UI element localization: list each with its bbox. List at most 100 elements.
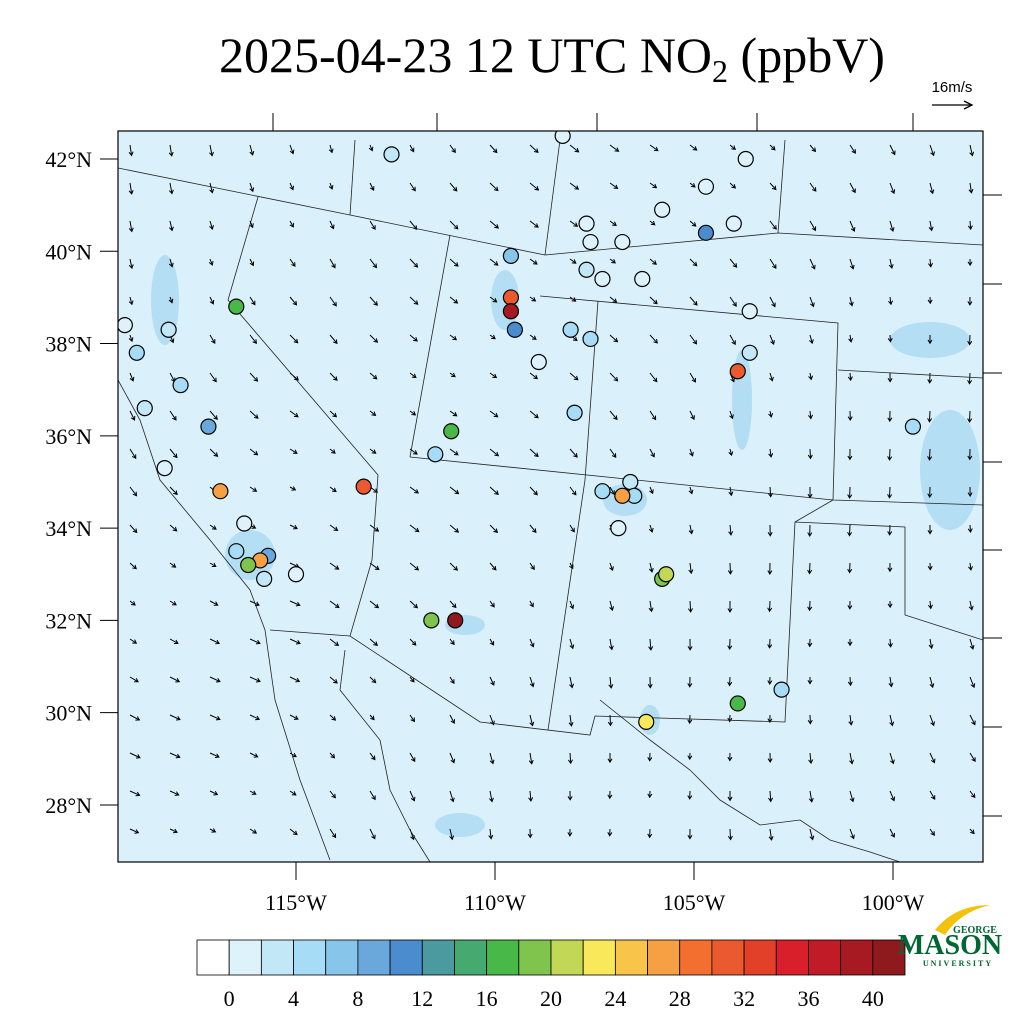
wind-arrow — [369, 790, 376, 801]
wind-arrow — [967, 410, 973, 423]
station — [594, 270, 611, 288]
wind-arrow — [529, 600, 534, 608]
wind-arrow — [768, 828, 774, 841]
lat-label: 32°N — [45, 608, 92, 633]
wind-arrow — [169, 486, 178, 496]
wind-arrow — [329, 448, 336, 454]
wind-arrow — [489, 182, 499, 192]
station — [582, 330, 599, 348]
station — [447, 612, 464, 629]
wind-arrow — [168, 144, 174, 157]
station — [773, 681, 790, 698]
wind-arrow — [489, 752, 495, 765]
wind-arrow — [807, 524, 813, 537]
wind-arrow — [209, 372, 217, 383]
lon-label: 115°W — [265, 890, 327, 915]
wind-arrow — [449, 486, 460, 495]
wind-arrow — [289, 486, 297, 491]
station — [530, 353, 547, 371]
station — [128, 344, 145, 361]
wind-arrow — [249, 372, 259, 382]
wind-arrow — [529, 220, 539, 228]
colorbar-box — [614, 939, 648, 976]
wind-arrow — [369, 220, 376, 231]
station — [578, 261, 595, 278]
wind-arrow — [927, 562, 933, 571]
frame-ticks — [272, 113, 1002, 817]
wind-arrow — [729, 296, 737, 307]
wind-arrow — [249, 144, 255, 156]
station — [287, 566, 305, 583]
wind-arrow — [687, 600, 693, 613]
wind-arrow — [649, 258, 657, 265]
wind-arrow — [289, 334, 299, 344]
station — [729, 695, 746, 712]
wind-arrow — [969, 638, 975, 650]
colorbar-box — [775, 939, 809, 976]
station — [236, 515, 253, 532]
lat-label: 34°N — [45, 516, 92, 541]
colorbar-box — [808, 939, 842, 976]
wind-arrow — [647, 790, 653, 799]
colorbar-label: 32 — [733, 986, 755, 1011]
wind-arrow — [887, 410, 893, 423]
wind-vectors — [128, 144, 976, 841]
wind-arrow — [848, 296, 854, 307]
wind-arrow — [889, 790, 896, 802]
wind-arrow — [249, 790, 257, 795]
wind-arrow — [927, 448, 933, 461]
wind-arrow — [529, 638, 535, 648]
wind-arrow — [209, 714, 221, 721]
wind-arrow — [409, 486, 419, 494]
map-content — [118, 131, 983, 862]
wind-arrow — [728, 486, 734, 497]
wind-arrow — [727, 790, 733, 802]
station — [741, 303, 758, 320]
wind-arrow — [607, 790, 613, 800]
wind-arrow — [369, 676, 377, 684]
wind-arrow — [489, 144, 498, 154]
wind-arrow — [809, 828, 815, 841]
wind-arrow — [768, 790, 774, 803]
station — [697, 224, 715, 241]
colorbar-label: 4 — [288, 986, 299, 1011]
wind-arrow — [289, 714, 299, 720]
wind-arrow — [529, 144, 539, 153]
colorbar-box — [582, 939, 616, 976]
wind-arrow — [249, 828, 258, 834]
wind-arrow — [409, 600, 419, 609]
wind-arrow — [489, 296, 498, 303]
wind-arrow — [569, 638, 575, 650]
station — [566, 404, 583, 421]
wind-arrow — [249, 410, 259, 419]
wind-arrow — [489, 334, 496, 340]
wind-arrow — [409, 638, 417, 646]
station — [554, 131, 571, 145]
title-main: 2025-04-23 12 UTC NO — [219, 27, 712, 83]
wind-arrow — [808, 410, 813, 420]
wind-arrow — [968, 600, 974, 611]
wind-arrow — [369, 182, 375, 191]
wind-arrow — [967, 486, 973, 497]
wind-arrow — [609, 600, 615, 612]
wind-arrow — [649, 144, 659, 152]
wind-arrow — [927, 524, 933, 535]
wind-arrow — [488, 828, 494, 840]
wind-arrow — [767, 562, 773, 575]
wind-arrow — [568, 752, 573, 765]
wind-arrow — [409, 714, 415, 723]
wind-arrow — [489, 258, 499, 266]
wind-arrow — [688, 486, 694, 495]
wind-arrow — [727, 676, 733, 687]
wind-arrow — [807, 676, 813, 685]
wind-arrow — [649, 182, 658, 189]
wind-arrow — [409, 182, 416, 192]
station — [228, 298, 245, 315]
wind-arrow — [409, 752, 416, 763]
wind-arrow — [889, 828, 895, 838]
colorbar-box — [743, 939, 777, 976]
station — [256, 570, 273, 587]
wind-arrow — [169, 410, 177, 421]
wind-arrow — [409, 334, 418, 342]
station — [156, 460, 173, 477]
